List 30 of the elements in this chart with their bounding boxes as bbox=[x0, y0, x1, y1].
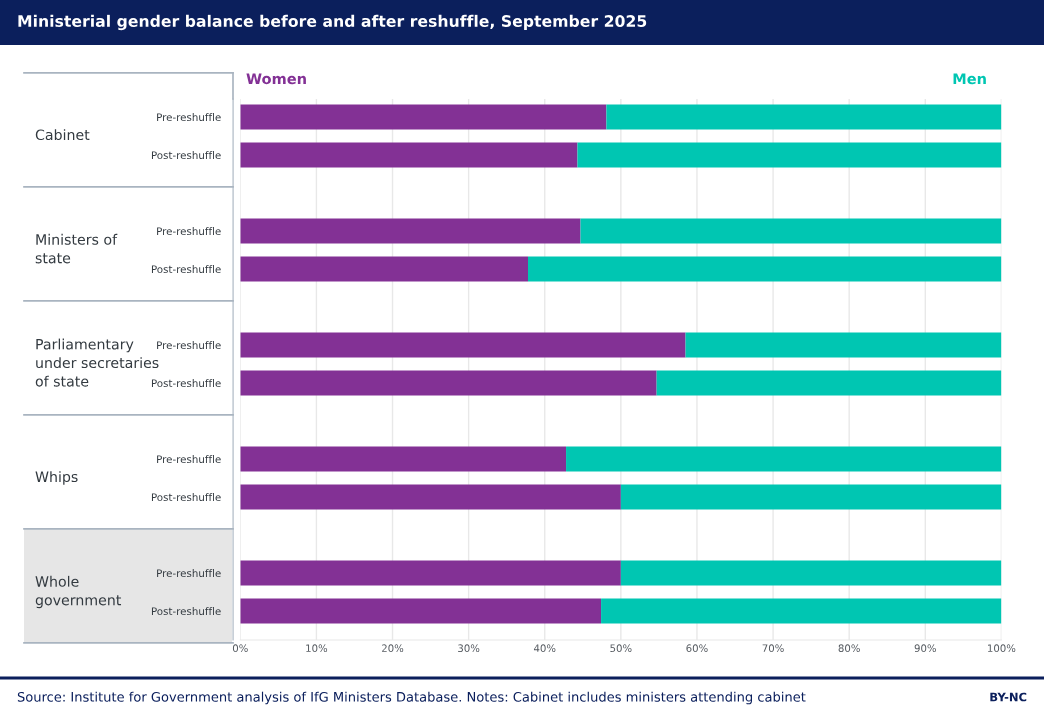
x-tick-label: 80% bbox=[838, 644, 860, 653]
y-tick-label: Pre-reshuffle bbox=[157, 227, 221, 236]
x-tick-label: 60% bbox=[686, 644, 708, 653]
y-tick-label: Post-reshuffle bbox=[151, 265, 221, 274]
y-tick-label: Post-reshuffle bbox=[151, 151, 221, 160]
text: BY-NC bbox=[990, 692, 1027, 702]
y-tick-label: Post-reshuffle bbox=[151, 607, 221, 616]
text: Whips bbox=[35, 471, 78, 485]
x-tick-label: 70% bbox=[762, 644, 784, 653]
y-tick-label: Pre-reshuffle bbox=[157, 569, 221, 578]
series-label: Men bbox=[953, 73, 986, 85]
text: Cabinet bbox=[35, 129, 90, 141]
x-tick-label: 10% bbox=[306, 644, 328, 653]
x-tick-label: 20% bbox=[382, 644, 404, 653]
y-tick-label: Post-reshuffle bbox=[151, 493, 221, 502]
text: Ministers of state bbox=[35, 233, 118, 264]
source-note: Source: Institute for Government analysis of IfG Ministers Database. Notes: Cabinet includes ministers attending cabinet bbox=[17, 691, 806, 705]
series-label: Women bbox=[246, 73, 306, 85]
text: Whole government bbox=[35, 575, 122, 609]
chart-title: Ministerial gender balance before and after reshuffle, September 2025 bbox=[18, 14, 647, 31]
x-tick-label: 50% bbox=[610, 644, 632, 653]
y-tick-label: Pre-reshuffle bbox=[157, 113, 221, 122]
y-tick-label: Pre-reshuffle bbox=[157, 341, 221, 350]
x-tick-label: 90% bbox=[914, 644, 936, 653]
y-tick-label: Post-reshuffle bbox=[151, 379, 221, 388]
x-tick-label: 0% bbox=[232, 644, 248, 653]
x-tick-label: 100% bbox=[988, 644, 1016, 653]
x-tick-label: 40% bbox=[533, 644, 556, 653]
x-tick-label: 30% bbox=[458, 644, 480, 653]
y-tick-label: Pre-reshuffle bbox=[157, 455, 221, 464]
